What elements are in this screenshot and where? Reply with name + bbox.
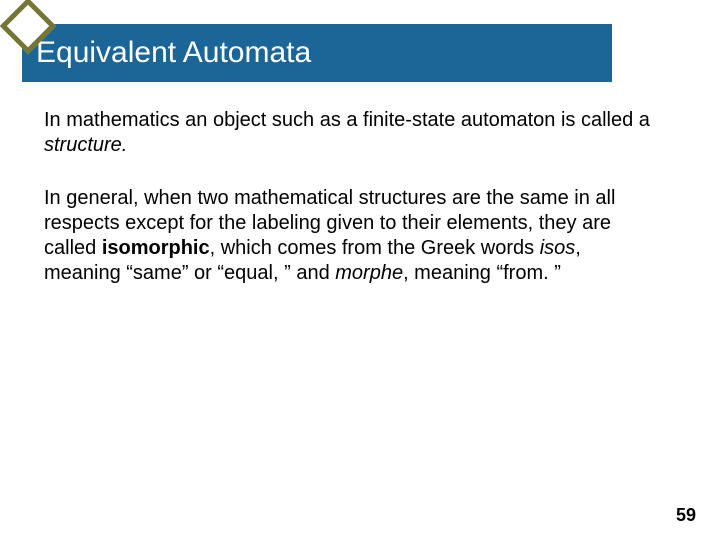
p2-text-f-italic: morphe: [335, 262, 403, 284]
p2-text-c: , which comes from the Greek words: [210, 237, 540, 259]
body-content: In mathematics an object such as a finit…: [44, 108, 654, 286]
p2-text-g: , meaning “from. ”: [403, 262, 561, 284]
title-bar: Equivalent Automata: [22, 24, 612, 82]
p2-text-d-italic: isos: [540, 237, 576, 259]
p2-text-b-bold: isomorphic: [102, 237, 210, 259]
paragraph-1: In mathematics an object such as a finit…: [44, 108, 654, 158]
page-number: 59: [676, 505, 696, 526]
slide-title: Equivalent Automata: [36, 36, 311, 70]
p1-text-a: In mathematics an object such as a finit…: [44, 109, 650, 131]
paragraph-2: In general, when two mathematical struct…: [44, 186, 654, 286]
p1-text-b-italic: structure.: [44, 134, 127, 156]
